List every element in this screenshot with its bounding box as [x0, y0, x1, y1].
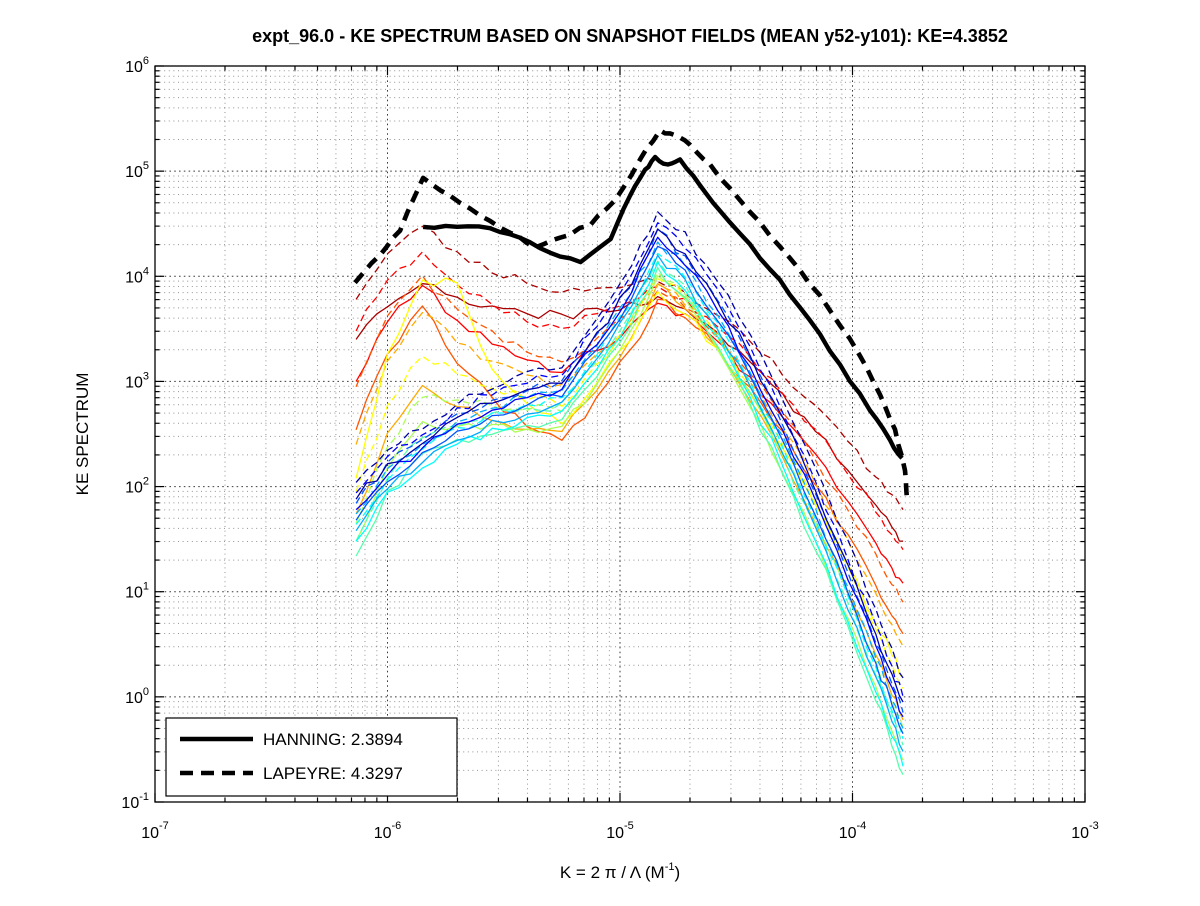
spectrum-curve-snapshot-dashed-11: [355, 251, 904, 551]
legend-box: [165, 717, 458, 797]
x-tick-labels: 10-7 10-6 10-5 10-4 10-3: [141, 820, 1099, 842]
y-tick-label: 10-1: [121, 791, 149, 812]
spectrum-curve-snapshot-solid-05: [355, 261, 904, 767]
spectrum-curve-snapshot-solid-06: [355, 266, 904, 776]
y-axis-label: KE SPECTRUM: [73, 373, 92, 496]
y-tick-label: 106: [125, 55, 149, 76]
spectrum-curve-snapshot-dashed-09: [355, 283, 904, 647]
spectrum-curve-snapshot-dashed-06: [355, 260, 904, 746]
grid: [154, 65, 1086, 803]
x-tick-label: 10-6: [374, 820, 402, 842]
y-tick-labels: 106 105 104 103 102 101 100 10-1: [121, 55, 149, 812]
y-tick-label: 100: [125, 686, 149, 707]
y-tick-label: 105: [125, 160, 149, 181]
y-tick-label: 102: [125, 476, 149, 497]
spectrum-curve-snapshot-dashed-10: [355, 274, 904, 603]
spectrum-curve-snapshot-solid-11: [355, 284, 904, 584]
x-axis-label-main: K = 2 π / Λ (M: [560, 863, 665, 882]
spectrum-curve-snapshot-dashed-12: [355, 225, 904, 511]
x-tick-label: 10-5: [606, 820, 634, 842]
spectrum-curve-snapshot-solid-02: [355, 236, 904, 718]
legend-label-hanning: HANNING: 2.3894: [263, 730, 403, 749]
x-tick-label: 10-3: [1071, 820, 1099, 842]
spectrum-curve-snapshot-solid-12: [355, 283, 904, 542]
y-tick-label: 103: [125, 370, 149, 391]
legend-label-lapeyre: LAPEYRE: 4.3297: [263, 764, 403, 783]
spectrum-curve-snapshot-solid-09: [355, 282, 904, 721]
spectrum-curve-snapshot-solid-04: [355, 254, 904, 752]
spectrum-curve-snapshot-solid-01: [355, 228, 904, 703]
spectrum-curves: [353, 128, 910, 776]
spectrum-curve-LAPEYRE: [353, 128, 910, 501]
x-axis-label: K = 2 π / Λ (M-1): [560, 861, 680, 882]
x-axis-label-superscript: -1: [665, 861, 675, 873]
y-tick-label: 101: [125, 581, 149, 602]
legend: HANNING: 2.3894 LAPEYRE: 4.3297: [165, 717, 458, 797]
figure-title: expt_96.0 - KE SPECTRUM BASED ON SNAPSHO…: [252, 26, 1008, 46]
x-axis-label-close: ): [674, 863, 680, 882]
spectrum-curve-snapshot-solid-07: [355, 275, 904, 761]
spectrum-curve-snapshot-dashed-05: [355, 252, 904, 740]
y-tick-label: 104: [125, 265, 149, 286]
spectrum-curve-snapshot-dashed-04: [355, 241, 904, 729]
spectrum-curve-snapshot-dashed-02: [355, 222, 904, 698]
x-tick-label: 10-7: [141, 820, 169, 842]
tick-marks: [154, 65, 1086, 803]
spectrum-curve-snapshot-solid-10: [355, 298, 904, 635]
x-tick-label: 10-4: [839, 820, 867, 842]
spectrum-curve-snapshot-solid-03: [355, 245, 904, 734]
spectrum-curve-snapshot-dashed-01: [355, 211, 904, 679]
